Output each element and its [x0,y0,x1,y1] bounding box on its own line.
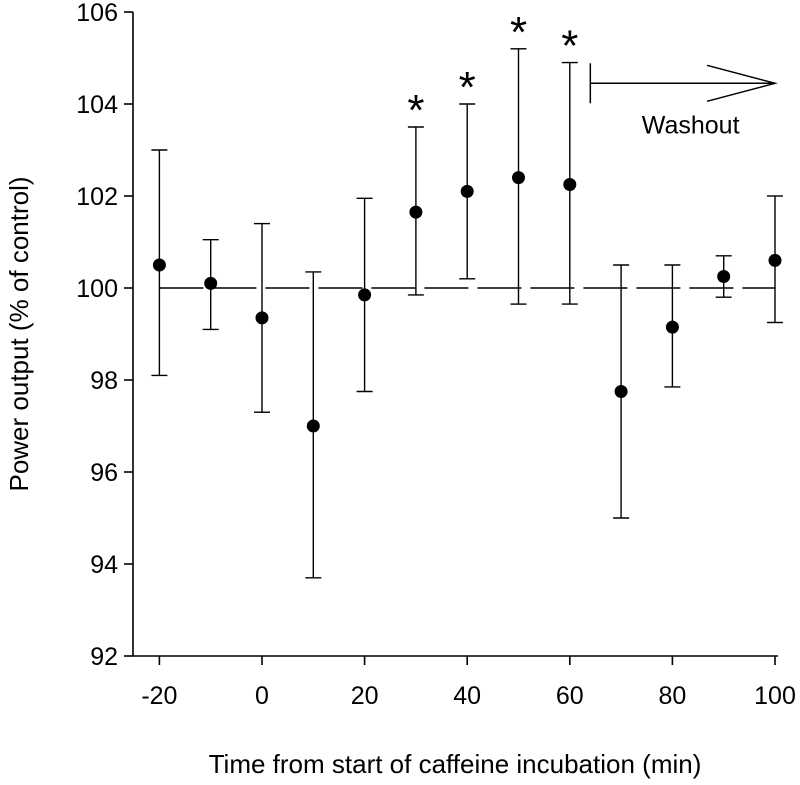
x-tick-label: 20 [351,682,379,710]
y-tick-label: 100 [76,275,118,303]
data-point [665,320,679,334]
y-axis-title: Power output (% of control) [4,176,34,491]
data-point [306,419,320,433]
washout-annotation: Washout [589,63,778,139]
axes [132,12,778,657]
y-tick-label: 92 [90,643,118,671]
data-point [358,288,372,302]
y-tick-label: 94 [90,551,118,579]
y-tick-label: 96 [90,459,118,487]
x-tick-label: 0 [255,682,269,710]
x-tick-label: 40 [453,682,481,710]
significance-asterisk: * [407,86,424,135]
data-point [460,184,474,198]
x-tick-label: 100 [754,682,796,710]
data-point [255,311,269,325]
data-point [204,276,218,290]
ticks: 92 94 96 98 100 102 104 106 -20 0 20 40 60 80 100 [76,0,796,710]
y-tick-label: 98 [90,367,118,395]
washout-arrow-head [706,64,778,103]
y-tick-label: 102 [76,183,118,211]
data-points [152,171,782,433]
data-point [409,205,423,219]
x-tick-label: 80 [658,682,686,710]
data-point [717,270,731,283]
x-tick-label: -20 [141,682,177,710]
data-point [768,253,782,267]
data-point [152,258,166,272]
washout-label: Washout [642,111,740,139]
y-tick-label: 106 [76,0,118,27]
x-axis-title: Time from start of caffeine incubation (… [209,749,702,779]
y-tick-label: 104 [76,91,118,119]
significance-markers: * * * * [407,8,578,135]
data-point [563,178,577,191]
significance-asterisk: * [561,22,578,71]
data-point [614,385,628,398]
data-point [512,171,525,185]
significance-asterisk: * [459,63,476,112]
significance-asterisk: * [510,8,527,57]
x-tick-label: 60 [556,682,584,710]
